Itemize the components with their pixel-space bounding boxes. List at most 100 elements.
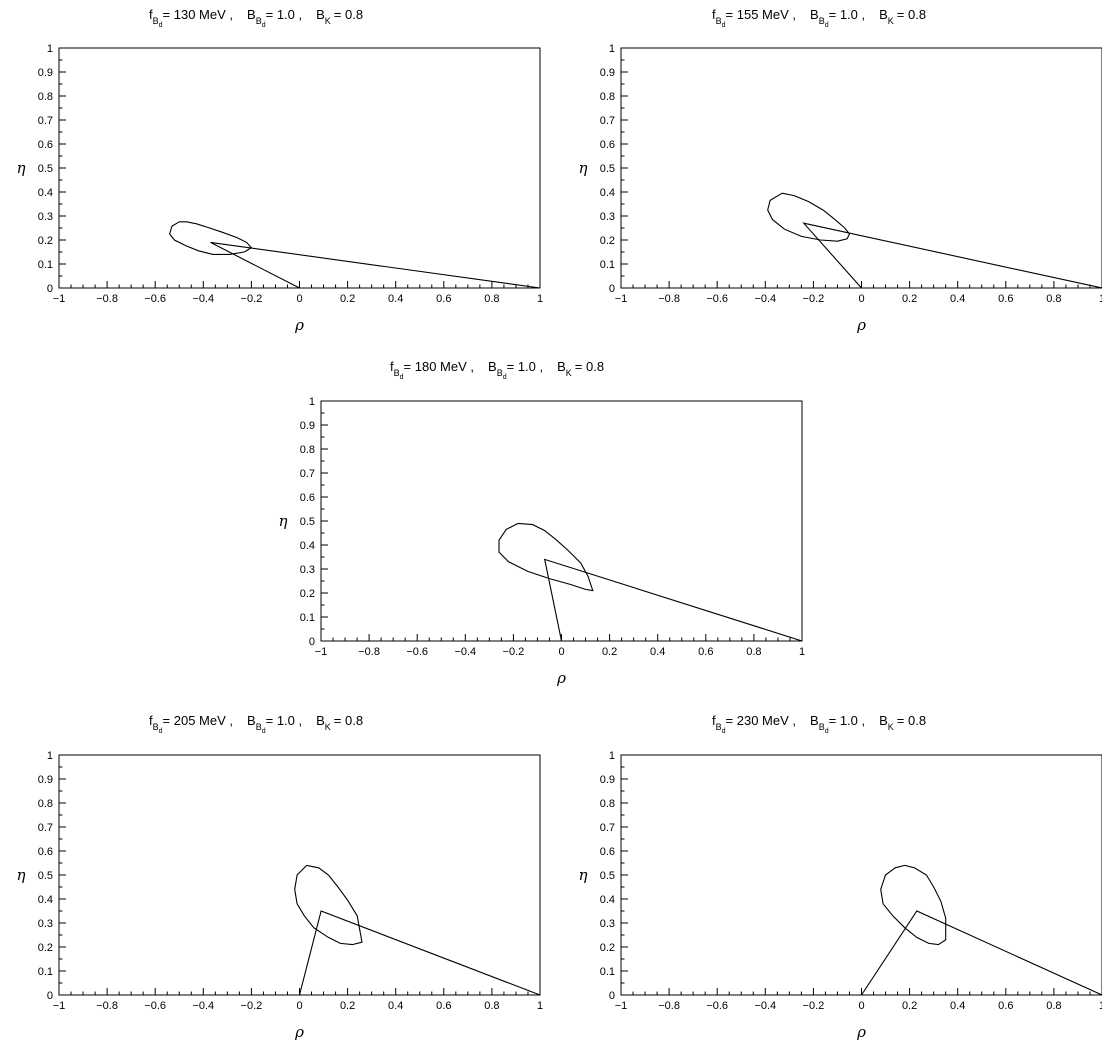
title-f-subsub: d <box>722 22 726 29</box>
x-tick-label: 1 <box>1099 293 1102 305</box>
y-tick-label: 0 <box>309 636 315 648</box>
y-tick-label: 0.6 <box>38 846 53 858</box>
x-tick-label: 0.8 <box>484 293 499 305</box>
y-tick-label: 0.3 <box>300 564 315 576</box>
x-tick-label: 0.6 <box>436 1000 451 1012</box>
x-tick-label: −0.6 <box>706 1000 728 1012</box>
y-axis-label: η <box>579 159 588 177</box>
y-tick-label: 0.3 <box>600 918 615 930</box>
x-tick-label: −0.2 <box>803 293 825 305</box>
y-tick-label: 0.8 <box>600 91 615 103</box>
x-tick-label: 0.4 <box>950 293 965 305</box>
title-f-sub: B <box>153 722 159 732</box>
x-axis-label: ρ <box>294 1023 304 1041</box>
x-tick-label: −1 <box>615 1000 628 1012</box>
title-k-sym: B <box>879 7 888 22</box>
title-b-subsub: d <box>503 374 507 381</box>
title-k-sym: B <box>879 713 888 728</box>
x-tick-label: 0.8 <box>1046 1000 1061 1012</box>
title-k-sub: K <box>888 16 894 26</box>
constraint-contour <box>294 864 363 946</box>
constraint-contour <box>880 864 947 946</box>
title-f-sym: f <box>390 359 394 374</box>
y-tick-label: 0.9 <box>38 67 53 79</box>
title-k-sym: B <box>316 7 325 22</box>
y-tick-label: 0.5 <box>300 516 315 528</box>
y-tick-label: 0.4 <box>38 894 53 906</box>
x-tick-label: −0.6 <box>144 293 166 305</box>
unitarity-triangle <box>861 910 1102 996</box>
y-tick-label: 0.4 <box>300 540 315 552</box>
y-tick-label: 0.2 <box>600 942 615 954</box>
title-b-value: = 1.0 , <box>829 7 866 22</box>
title-f-sym: f <box>149 7 153 22</box>
plot-frame <box>58 754 541 996</box>
plot-frame <box>58 47 541 289</box>
title-b-subsub: d <box>262 728 266 735</box>
y-tick-label: 0.1 <box>38 966 53 978</box>
title-b-sub: B <box>256 16 262 26</box>
title-b-sym: B <box>810 7 819 22</box>
x-tick-label: 0 <box>858 293 864 305</box>
y-tick-label: 0.6 <box>300 492 315 504</box>
title-b-value: = 1.0 , <box>507 359 544 374</box>
title-b-sub: B <box>497 368 503 378</box>
x-tick-label: 0.4 <box>650 646 665 658</box>
title-k-sym: B <box>316 713 325 728</box>
chart-title: fBd= 130 MeV , BBd= 1.0 , BK = 0.8 <box>149 7 363 29</box>
x-tick-label: −0.8 <box>358 646 380 658</box>
plot-frame <box>620 47 1102 289</box>
plot-frame <box>320 400 803 642</box>
x-tick-label: 0.8 <box>1046 293 1061 305</box>
x-tick-label: −0.2 <box>241 1000 263 1012</box>
title-b-sym: B <box>247 713 256 728</box>
title-k-value: = 0.8 <box>897 713 926 728</box>
chart-title: fBd= 155 MeV , BBd= 1.0 , BK = 0.8 <box>712 7 926 29</box>
chart-panel-3: −1 −0.8 −0.6 −0.4 −0.2 0 0.2 0.4 0.6 0.8 1 0 0.1 0.2 0… <box>279 359 806 687</box>
x-tick-label: 0.8 <box>484 1000 499 1012</box>
title-b-subsub: d <box>825 22 829 29</box>
x-tick-label: −0.8 <box>96 293 118 305</box>
unitarity-triangle <box>543 558 803 642</box>
y-axis-label: η <box>17 159 26 177</box>
title-f-sub: B <box>716 16 722 26</box>
chart-panel-1: −1 −0.8 −0.6 −0.4 −0.2 0 0.2 0.4 0.6 0.8 1 0 0.1 0.2 0… <box>17 7 544 334</box>
x-tick-label: 0.6 <box>998 293 1013 305</box>
title-b-sym: B <box>247 7 256 22</box>
x-tick-label: 0.2 <box>340 1000 355 1012</box>
title-f-value: = 130 MeV , <box>163 7 233 22</box>
title-f-subsub: d <box>159 728 163 735</box>
y-tick-label: 0 <box>609 990 615 1002</box>
x-tick-label: 0.6 <box>436 293 451 305</box>
plot-frame <box>620 754 1102 996</box>
y-tick-label: 0.6 <box>600 139 615 151</box>
y-tick-label: 0.4 <box>600 894 615 906</box>
unitarity-triangle <box>802 222 1102 289</box>
y-tick-label: 0 <box>609 283 615 295</box>
title-k-sym: B <box>557 359 566 374</box>
x-tick-label: −0.4 <box>754 293 776 305</box>
chart-title: fBd= 230 MeV , BBd= 1.0 , BK = 0.8 <box>712 713 926 735</box>
y-tick-label: 0.9 <box>600 774 615 786</box>
y-axis-label: η <box>579 866 588 884</box>
y-tick-label: 0.8 <box>38 798 53 810</box>
chart-title: fBd= 180 MeV , BBd= 1.0 , BK = 0.8 <box>390 359 604 381</box>
constraint-contour <box>498 522 594 592</box>
title-k-sub: K <box>325 722 331 732</box>
y-tick-label: 0.5 <box>600 163 615 175</box>
y-tick-label: 0.1 <box>300 612 315 624</box>
y-tick-label: 1 <box>609 750 615 762</box>
title-f-value: = 155 MeV , <box>726 7 796 22</box>
x-tick-label: −0.6 <box>706 293 728 305</box>
title-b-value: = 1.0 , <box>266 713 303 728</box>
x-axis-label: ρ <box>856 1023 866 1041</box>
y-tick-label: 0.2 <box>38 942 53 954</box>
x-tick-label: 0 <box>296 1000 302 1012</box>
x-tick-label: 0 <box>296 293 302 305</box>
x-tick-label: −0.8 <box>658 1000 680 1012</box>
title-f-value: = 180 MeV , <box>404 359 474 374</box>
x-tick-label: 0.4 <box>950 1000 965 1012</box>
x-tick-label: −0.6 <box>406 646 428 658</box>
